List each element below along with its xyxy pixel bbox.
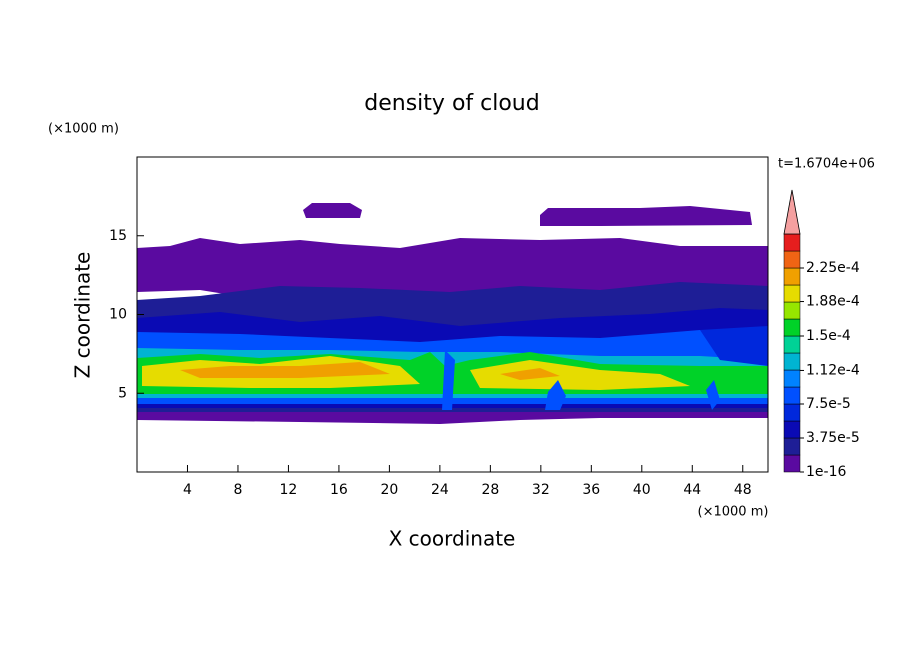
y-tick-label: 5 (118, 385, 127, 401)
colorbar-box (783, 267, 801, 286)
x-tick-label: 28 (481, 482, 499, 498)
x-tick-label: 16 (330, 482, 348, 498)
x-tick-label: 48 (734, 482, 752, 498)
colorbar-box (783, 454, 801, 473)
colorbar-box (783, 420, 801, 439)
colorbar-extend (783, 189, 801, 235)
colorbar-label: 1.12e-4 (806, 362, 860, 378)
colorbar-box (783, 369, 801, 388)
x-tick-label: 44 (683, 482, 701, 498)
colorbar-box (783, 301, 801, 320)
colorbar-box (783, 284, 801, 303)
x-tick-label: 24 (431, 482, 449, 498)
x-tick-label: 12 (280, 482, 298, 498)
x-tick-label: 4 (183, 482, 192, 498)
colorbar-box (783, 403, 801, 422)
x-tick-label: 20 (380, 482, 398, 498)
colorbar-label: 1.5e-4 (806, 328, 851, 344)
colorbar-label: 7.5e-5 (806, 396, 851, 412)
x-tick-label: 36 (582, 482, 600, 498)
colorbar-label: 3.75e-5 (806, 430, 860, 446)
colorbar-box (783, 335, 801, 354)
x-axis-title: X coordinate (389, 527, 516, 551)
colorbar-box (783, 233, 801, 252)
colorbar-label: 1.88e-4 (806, 294, 860, 310)
x-tick-label: 8 (233, 482, 242, 498)
colorbar-box (783, 437, 801, 456)
colorbar-box (783, 250, 801, 269)
contour-field (137, 203, 768, 424)
x-tick-label: 32 (532, 482, 550, 498)
y-tick-label: 10 (109, 307, 127, 323)
x-unit: (×1000 m) (698, 505, 769, 520)
y-tick-label: 15 (109, 228, 127, 244)
colorbar-box (783, 386, 801, 405)
x-tick-label: 40 (633, 482, 651, 498)
colorbar-label: 1e-16 (806, 464, 846, 480)
y-unit: (×1000 m) (48, 122, 119, 137)
colorbar-box (783, 352, 801, 371)
colorbar-box (783, 318, 801, 337)
y-axis-title: Z coordinate (71, 252, 95, 379)
colorbar-label: 2.25e-4 (806, 260, 860, 276)
time-label: t=1.6704e+06 (778, 157, 875, 172)
chart-title: density of cloud (364, 91, 539, 116)
